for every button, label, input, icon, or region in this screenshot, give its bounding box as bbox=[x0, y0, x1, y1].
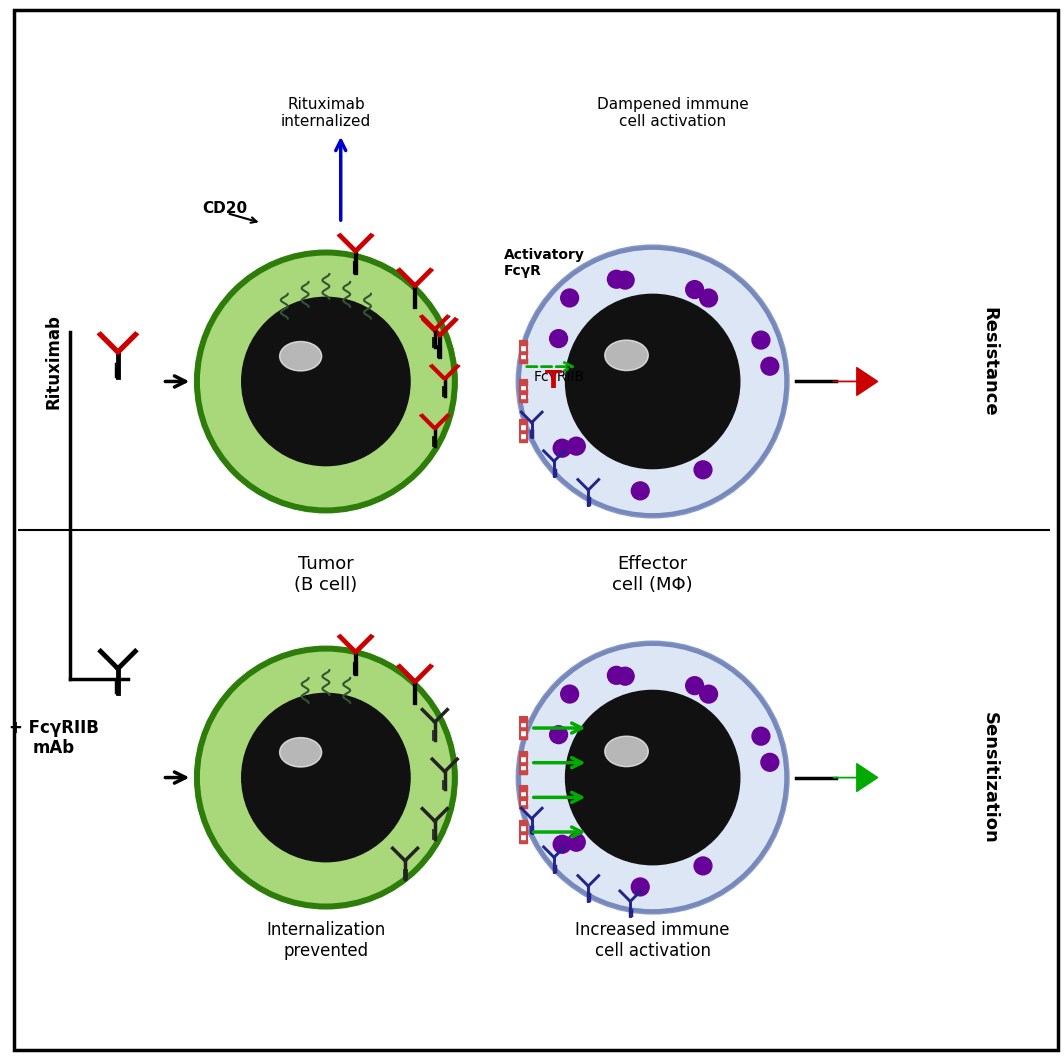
Bar bbox=[520, 834, 528, 838]
Bar bbox=[520, 389, 528, 393]
Text: CD20: CD20 bbox=[202, 200, 247, 215]
Circle shape bbox=[516, 245, 789, 518]
Text: Rituximab
internalized: Rituximab internalized bbox=[281, 96, 371, 129]
Text: Rituximab: Rituximab bbox=[45, 314, 63, 409]
Circle shape bbox=[567, 437, 585, 455]
Bar bbox=[520, 398, 528, 402]
Circle shape bbox=[631, 482, 649, 499]
Circle shape bbox=[195, 250, 458, 513]
Text: + FcγRIIB
mAb: + FcγRIIB mAb bbox=[9, 719, 99, 757]
Text: Activatory
FcγR: Activatory FcγR bbox=[504, 248, 585, 278]
Circle shape bbox=[694, 461, 712, 479]
Circle shape bbox=[631, 878, 649, 896]
Circle shape bbox=[550, 726, 567, 744]
Circle shape bbox=[616, 271, 634, 289]
Text: Dampened immune
cell activation: Dampened immune cell activation bbox=[597, 96, 748, 129]
Bar bbox=[520, 765, 528, 770]
Text: T: T bbox=[545, 370, 562, 393]
Circle shape bbox=[561, 289, 579, 307]
Text: Increased immune
cell activation: Increased immune cell activation bbox=[576, 921, 730, 960]
Circle shape bbox=[195, 647, 458, 908]
Circle shape bbox=[553, 835, 571, 853]
Circle shape bbox=[608, 667, 626, 685]
Circle shape bbox=[553, 439, 571, 457]
Ellipse shape bbox=[280, 738, 321, 767]
Bar bbox=[520, 722, 528, 726]
Bar bbox=[520, 354, 528, 358]
Text: Resistance: Resistance bbox=[980, 306, 998, 417]
Ellipse shape bbox=[604, 736, 648, 766]
Bar bbox=[520, 385, 528, 389]
Circle shape bbox=[242, 297, 410, 465]
Bar bbox=[520, 826, 528, 830]
Circle shape bbox=[761, 754, 779, 772]
FancyArrowPatch shape bbox=[834, 763, 878, 792]
Text: Tumor
(B cell): Tumor (B cell) bbox=[295, 554, 358, 594]
Bar bbox=[520, 799, 528, 803]
Circle shape bbox=[516, 641, 789, 914]
Circle shape bbox=[197, 252, 454, 510]
Circle shape bbox=[242, 693, 410, 862]
Circle shape bbox=[566, 690, 739, 865]
Bar bbox=[520, 760, 528, 765]
Circle shape bbox=[752, 727, 770, 745]
Text: FcγRIIB: FcγRIIB bbox=[534, 370, 585, 384]
Circle shape bbox=[700, 685, 717, 703]
Bar bbox=[520, 830, 528, 834]
Circle shape bbox=[561, 685, 579, 703]
Circle shape bbox=[550, 330, 567, 348]
Bar bbox=[520, 795, 528, 799]
Bar bbox=[520, 770, 528, 774]
Bar bbox=[520, 787, 528, 791]
Bar bbox=[520, 730, 528, 735]
Bar bbox=[520, 429, 528, 434]
Bar bbox=[520, 838, 528, 843]
Bar bbox=[520, 381, 528, 385]
Circle shape bbox=[197, 649, 454, 906]
Bar bbox=[520, 341, 528, 346]
Bar bbox=[520, 791, 528, 795]
Circle shape bbox=[566, 295, 739, 469]
Bar bbox=[520, 438, 528, 442]
Bar bbox=[520, 822, 528, 826]
Circle shape bbox=[519, 643, 786, 912]
Circle shape bbox=[567, 833, 585, 851]
Circle shape bbox=[519, 248, 786, 515]
Ellipse shape bbox=[604, 340, 648, 371]
Bar bbox=[520, 726, 528, 730]
Circle shape bbox=[761, 357, 779, 375]
Bar bbox=[520, 358, 528, 363]
Circle shape bbox=[685, 281, 703, 299]
FancyArrowPatch shape bbox=[834, 368, 878, 395]
Text: Sensitization: Sensitization bbox=[980, 711, 998, 844]
Bar bbox=[520, 350, 528, 354]
Text: Effector
cell (MΦ): Effector cell (MΦ) bbox=[613, 554, 693, 594]
Bar bbox=[520, 752, 528, 756]
Bar bbox=[520, 756, 528, 760]
Bar bbox=[520, 420, 528, 424]
Circle shape bbox=[616, 668, 634, 685]
Ellipse shape bbox=[280, 341, 321, 371]
Circle shape bbox=[685, 676, 703, 694]
FancyBboxPatch shape bbox=[14, 11, 1058, 1049]
Bar bbox=[520, 718, 528, 722]
Circle shape bbox=[608, 270, 626, 288]
Bar bbox=[520, 803, 528, 809]
Bar bbox=[520, 424, 528, 429]
Bar bbox=[520, 346, 528, 350]
Circle shape bbox=[752, 331, 770, 349]
Bar bbox=[520, 735, 528, 739]
Circle shape bbox=[694, 856, 712, 874]
Bar bbox=[520, 434, 528, 438]
Circle shape bbox=[700, 289, 717, 307]
Text: Internalization
prevented: Internalization prevented bbox=[266, 921, 385, 960]
Bar bbox=[520, 393, 528, 398]
